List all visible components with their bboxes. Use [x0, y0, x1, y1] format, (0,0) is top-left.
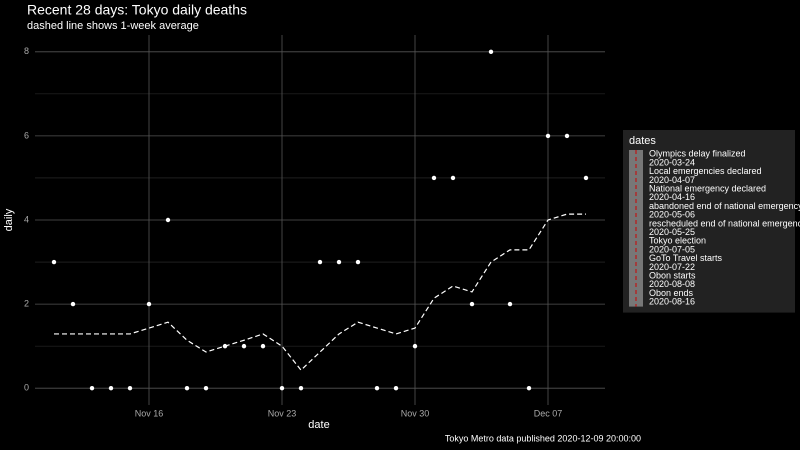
point — [469, 301, 475, 307]
x-tick-label: Nov 23 — [268, 408, 297, 418]
legend-box — [623, 130, 795, 313]
x-tick-label: Nov 16 — [135, 408, 164, 418]
point — [184, 385, 190, 391]
chart-subtitle: dashed line shows 1-week average — [27, 20, 199, 32]
y-tick-label: 4 — [24, 214, 29, 224]
point — [336, 259, 342, 265]
point — [526, 385, 532, 391]
chart-title: Recent 28 days: Tokyo daily deaths — [27, 2, 247, 18]
point — [412, 343, 418, 349]
point — [355, 259, 361, 265]
x-tick-label: Nov 30 — [401, 408, 430, 418]
average-line — [54, 213, 586, 371]
legend-label: rescheduled end of national emergency — [649, 218, 800, 228]
point — [89, 385, 95, 391]
y-tick-label: 0 — [24, 383, 29, 393]
point — [203, 385, 209, 391]
point — [165, 217, 171, 223]
point — [146, 301, 152, 307]
legend-label: National emergency declared — [649, 184, 766, 194]
point — [450, 175, 456, 181]
legend-date: 2020-05-25 — [649, 227, 695, 237]
legend-label: Olympics delay finalized — [649, 149, 746, 159]
legend-date: 2020-03-24 — [649, 157, 695, 167]
legend-date: 2020-07-22 — [649, 262, 695, 272]
point — [545, 133, 551, 139]
legend-label: Tokyo election — [649, 236, 706, 246]
x-axis-label: date — [308, 419, 329, 431]
point — [374, 385, 380, 391]
y-tick-label: 8 — [24, 46, 29, 56]
legend-date: 2020-04-07 — [649, 175, 695, 185]
caption: Tokyo Metro data published 2020-12-09 20… — [445, 433, 641, 443]
point — [393, 385, 399, 391]
legend-date: 2020-04-16 — [649, 192, 695, 202]
y-tick-label: 6 — [24, 130, 29, 140]
y-tick-label: 2 — [24, 298, 29, 308]
legend-label: Obon starts — [649, 271, 696, 281]
point — [583, 175, 589, 181]
point — [507, 301, 513, 307]
legend-date: 2020-07-05 — [649, 244, 695, 254]
point — [431, 175, 437, 181]
point — [298, 385, 304, 391]
point — [108, 385, 114, 391]
point — [51, 259, 57, 265]
legend-date: 2020-08-08 — [649, 279, 695, 289]
legend-label: abandoned end of national emergency — [649, 201, 800, 211]
legend-label: GoTo Travel starts — [649, 253, 723, 263]
point — [260, 343, 266, 349]
point — [564, 133, 570, 139]
point — [70, 301, 76, 307]
legend-date: 2020-05-06 — [649, 210, 695, 220]
legend-label: Obon ends — [649, 288, 694, 298]
point — [127, 385, 133, 391]
point — [241, 343, 247, 349]
legend-title: dates — [629, 135, 656, 147]
point — [222, 343, 228, 349]
legend-date: 2020-08-16 — [649, 297, 695, 307]
point — [279, 385, 285, 391]
y-axis-label: daily — [3, 208, 15, 231]
legend-label: Local emergencies declared — [649, 166, 762, 176]
x-tick-label: Dec 07 — [534, 408, 563, 418]
point — [317, 259, 323, 265]
point — [488, 49, 494, 55]
